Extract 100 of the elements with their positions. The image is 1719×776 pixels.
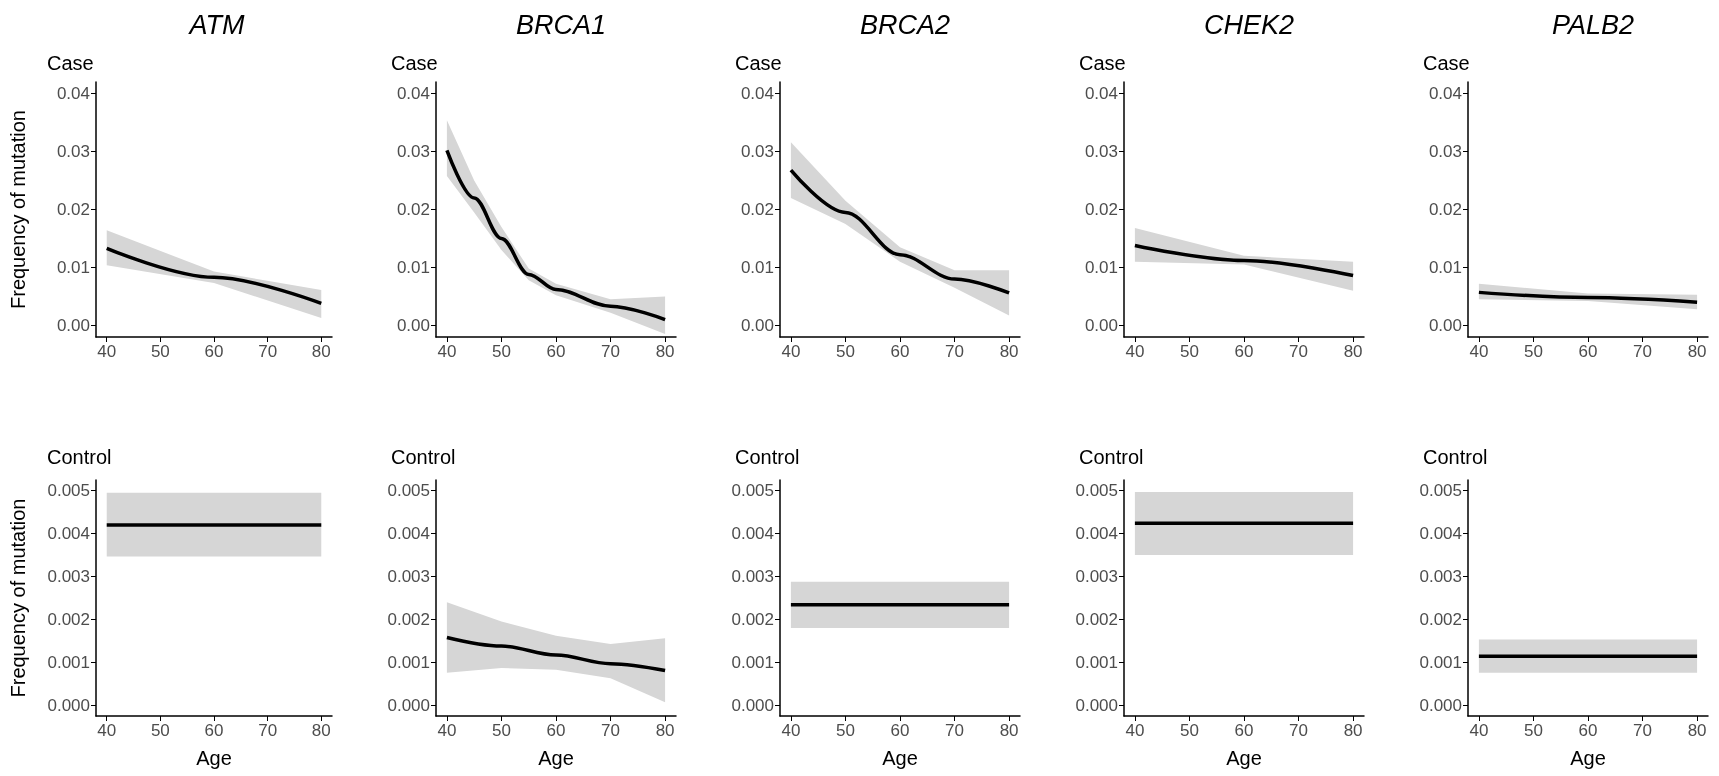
y-tick-label: 0.005 <box>1419 481 1462 501</box>
y-tick-label: 0.004 <box>47 524 90 544</box>
line-series <box>789 168 1011 295</box>
y-tick-label: 0.01 <box>1428 257 1462 277</box>
chart-subtitle: Control <box>1079 446 1144 468</box>
chart-subtitle: Case <box>1079 52 1126 74</box>
x-tick-label: 60 <box>1234 342 1254 361</box>
y-tick-label: 0.00 <box>396 315 430 335</box>
x-tick-label: 80 <box>311 721 331 740</box>
chart-subtitle: Case <box>47 52 94 74</box>
chart-title: BRCA1 <box>515 9 607 40</box>
y-tick-label: 0.001 <box>1075 652 1118 672</box>
chart-subtitle: Control <box>1423 446 1488 468</box>
y-tick-label: 0.001 <box>387 652 430 672</box>
x-tick-label: 80 <box>1343 342 1363 361</box>
y-tick-label: 0.005 <box>47 481 90 501</box>
chart-title: CHEK2 <box>1203 9 1295 40</box>
x-tick-label: 50 <box>491 342 511 361</box>
x-tick-label: 40 <box>1469 342 1489 361</box>
x-tick-label: 60 <box>1234 721 1254 740</box>
y-tick-label: 0.000 <box>731 695 774 715</box>
y-tick-label: 0.01 <box>396 257 430 277</box>
x-tick-label: 40 <box>97 342 117 361</box>
y-tick-label: 0.005 <box>731 481 774 501</box>
chart-subtitle: Case <box>735 52 782 74</box>
x-tick-label: 80 <box>1687 721 1707 740</box>
y-tick-label: 0.00 <box>56 315 90 335</box>
x-tick-label: 60 <box>1578 721 1598 740</box>
x-tick-label: 40 <box>97 721 117 740</box>
y-tick-label: 0.000 <box>47 695 90 715</box>
y-tick-label: 0.02 <box>396 200 430 219</box>
x-tick-label: 60 <box>204 342 224 361</box>
y-tick-label: 0.005 <box>1075 481 1118 501</box>
y-tick-label: 0.005 <box>387 481 430 501</box>
x-tick-label: 40 <box>1125 342 1145 361</box>
x-tick-label: 80 <box>655 721 675 740</box>
y-tick-label: 0.01 <box>56 257 90 277</box>
y-tick-label: 0.02 <box>740 200 774 219</box>
x-tick-label: 60 <box>890 342 910 361</box>
x-tick-label: 70 <box>258 721 278 740</box>
y-axis-title: Frequency of mutation <box>7 110 29 309</box>
y-tick-label: 0.02 <box>56 200 90 219</box>
y-tick-label: 0.001 <box>731 652 774 672</box>
x-tick-label: 60 <box>1578 342 1598 361</box>
y-tick-label: 0.00 <box>1084 315 1118 335</box>
x-tick-label: 80 <box>1687 342 1707 361</box>
x-tick-label: 60 <box>204 721 224 740</box>
y-tick-label: 0.002 <box>47 609 90 629</box>
chart-subtitle: Control <box>47 446 112 468</box>
x-axis-title: Age <box>882 747 918 769</box>
y-tick-label: 0.002 <box>731 609 774 629</box>
x-tick-label: 50 <box>1523 342 1543 361</box>
x-tick-label: 80 <box>311 342 331 361</box>
chart-title: ATM <box>187 9 245 40</box>
x-tick-label: 50 <box>491 721 511 740</box>
x-tick-label: 50 <box>1523 721 1543 740</box>
chart-subtitle: Control <box>735 446 800 468</box>
line-series <box>445 635 667 673</box>
y-tick-label: 0.00 <box>1428 315 1462 335</box>
x-tick-label: 70 <box>258 342 278 361</box>
x-tick-label: 40 <box>781 721 801 740</box>
x-tick-label: 40 <box>781 342 801 361</box>
y-tick-label: 0.002 <box>1075 609 1118 629</box>
y-tick-label: 0.000 <box>387 695 430 715</box>
x-tick-label: 70 <box>601 721 621 740</box>
y-tick-label: 0.04 <box>396 84 430 104</box>
x-tick-label: 70 <box>945 342 965 361</box>
x-tick-label: 40 <box>1469 721 1489 740</box>
x-tick-label: 50 <box>835 342 855 361</box>
y-tick-label: 0.02 <box>1084 200 1118 219</box>
x-tick-label: 70 <box>945 721 965 740</box>
x-tick-label: 80 <box>999 721 1019 740</box>
x-axis-title: Age <box>1570 747 1606 769</box>
y-tick-label: 0.001 <box>47 652 90 672</box>
y-tick-label: 0.004 <box>731 524 774 544</box>
x-tick-label: 80 <box>655 342 675 361</box>
y-tick-label: 0.003 <box>387 567 430 587</box>
x-tick-label: 50 <box>1179 342 1199 361</box>
x-tick-label: 60 <box>546 721 566 740</box>
x-tick-label: 70 <box>1633 342 1653 361</box>
line-series <box>445 148 667 322</box>
y-tick-label: 0.04 <box>740 84 774 104</box>
chart-subtitle: Case <box>1423 52 1470 74</box>
y-tick-label: 0.004 <box>1075 524 1118 544</box>
y-tick-label: 0.002 <box>1419 609 1462 629</box>
y-tick-label: 0.003 <box>1075 567 1118 587</box>
x-tick-label: 60 <box>890 721 910 740</box>
x-tick-label: 50 <box>150 721 170 740</box>
x-axis-title: Age <box>196 747 232 769</box>
y-tick-label: 0.003 <box>1419 567 1462 587</box>
y-tick-label: 0.004 <box>1419 524 1462 544</box>
x-tick-label: 50 <box>1179 721 1199 740</box>
chart-title: PALB2 <box>1551 9 1635 40</box>
y-tick-label: 0.04 <box>1428 84 1462 104</box>
y-tick-label: 0.00 <box>740 315 774 335</box>
y-tick-label: 0.03 <box>1084 142 1118 162</box>
chart-subtitle: Case <box>391 52 438 74</box>
y-axis-title: Frequency of mutation <box>7 498 29 698</box>
y-tick-label: 0.02 <box>1428 200 1462 219</box>
y-tick-label: 0.03 <box>740 142 774 162</box>
